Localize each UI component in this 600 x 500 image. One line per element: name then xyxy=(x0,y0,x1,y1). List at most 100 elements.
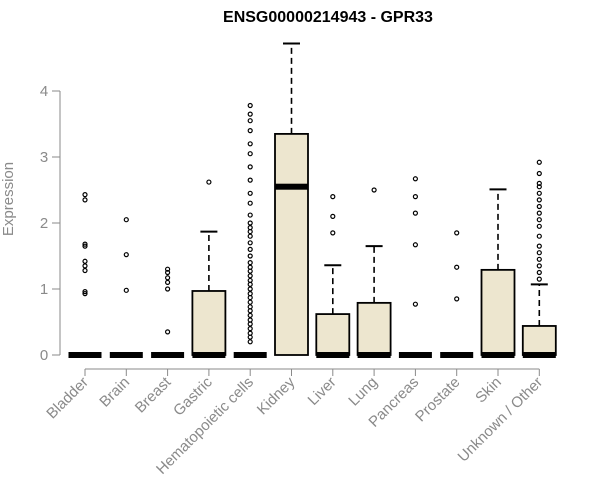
box-hematopoietic-cells xyxy=(233,102,267,358)
outlier-point xyxy=(247,233,253,239)
box-skin xyxy=(480,188,516,358)
outlier-point xyxy=(247,330,253,336)
outlier-point xyxy=(247,273,253,279)
outlier-point xyxy=(247,304,253,310)
outlier-point xyxy=(536,256,542,262)
outlier-point xyxy=(412,301,418,307)
outlier-point xyxy=(247,128,253,134)
outlier-point xyxy=(165,269,171,276)
outlier-point xyxy=(371,187,377,193)
x-category-label: Lung xyxy=(345,374,381,410)
outlier-point xyxy=(536,243,542,249)
y-axis: 0 1 2 3 4 xyxy=(40,83,61,364)
outlier-point xyxy=(247,220,253,226)
outlier-point xyxy=(247,177,253,183)
outlier-point xyxy=(536,170,542,177)
median-bar xyxy=(233,352,267,358)
outlier-point xyxy=(454,230,460,236)
outlier-point xyxy=(536,190,542,196)
box-iqr xyxy=(480,268,516,356)
outlier-point xyxy=(247,212,253,218)
x-category-label: Skin xyxy=(472,374,505,407)
outlier-point xyxy=(247,260,253,266)
outlier-point xyxy=(536,184,542,190)
outlier-point xyxy=(536,203,542,210)
outlier-point xyxy=(247,264,253,270)
box-iqr xyxy=(191,290,227,356)
outlier-point xyxy=(82,241,88,247)
outlier-point xyxy=(247,277,253,284)
outlier-point xyxy=(247,240,253,246)
y-tick-label: 0 xyxy=(40,347,48,364)
y-tick-label: 3 xyxy=(40,149,48,166)
outlier-point xyxy=(82,243,88,249)
y-tick-label: 2 xyxy=(40,215,48,232)
outlier-point xyxy=(123,252,129,258)
outlier-point xyxy=(206,179,212,185)
median-bar xyxy=(192,352,226,358)
chart-title: ENSG00000214943 - GPR33 xyxy=(223,9,433,26)
outlier-point xyxy=(82,267,88,274)
box-kidney xyxy=(274,42,309,356)
median-bar xyxy=(440,352,474,358)
median-bar xyxy=(481,352,515,358)
outlier-point xyxy=(536,217,542,223)
outlier-point xyxy=(247,200,253,206)
median-bar xyxy=(398,352,432,358)
outlier-point xyxy=(82,258,88,264)
outlier-point xyxy=(247,317,253,323)
x-category-label: Breast xyxy=(132,373,175,416)
outlier-point xyxy=(247,326,253,332)
outlier-point xyxy=(247,118,253,124)
outlier-point xyxy=(247,111,253,117)
box-breast xyxy=(151,266,185,358)
median-bar xyxy=(275,183,308,190)
x-category-label: Brain xyxy=(96,374,133,411)
outlier-point xyxy=(82,197,88,203)
outlier-point xyxy=(247,253,253,259)
outlier-point xyxy=(247,102,253,109)
median-bar xyxy=(316,352,350,358)
outlier-point xyxy=(536,159,542,165)
box-liver xyxy=(315,194,351,358)
outlier-point xyxy=(536,276,542,282)
outlier-point xyxy=(247,190,253,196)
outlier-point xyxy=(536,263,542,269)
box-iqr xyxy=(356,301,392,356)
outlier-point xyxy=(247,151,253,157)
outlier-point xyxy=(536,233,542,239)
outlier-point xyxy=(82,289,88,295)
outlier-point xyxy=(247,339,253,345)
box-prostate xyxy=(440,230,474,358)
box-gastric xyxy=(191,179,227,358)
outlier-point xyxy=(165,329,171,335)
boxes-group xyxy=(68,42,557,358)
outlier-point xyxy=(536,197,542,203)
outlier-point xyxy=(165,279,171,285)
outlier-point xyxy=(82,263,88,269)
outlier-point xyxy=(82,192,88,198)
outlier-point xyxy=(412,194,418,200)
outlier-point xyxy=(536,269,542,276)
outlier-point xyxy=(412,176,418,182)
outlier-point xyxy=(247,225,253,231)
median-bar xyxy=(109,352,143,358)
x-category-label: Prostate xyxy=(412,374,464,426)
outlier-point xyxy=(330,194,336,200)
outlier-point xyxy=(536,210,542,216)
y-tick-label: 4 xyxy=(40,83,48,100)
outlier-point xyxy=(454,296,460,302)
box-lung xyxy=(356,187,392,358)
outlier-point xyxy=(330,213,336,219)
outlier-point xyxy=(123,217,129,223)
outlier-point xyxy=(247,312,253,318)
outlier-point xyxy=(165,286,171,292)
box-iqr xyxy=(315,313,351,356)
median-bar xyxy=(357,352,391,358)
x-category-label: Bladder xyxy=(43,374,92,423)
outlier-point xyxy=(536,180,542,186)
outlier-point xyxy=(454,264,460,270)
box-bladder xyxy=(68,192,102,358)
